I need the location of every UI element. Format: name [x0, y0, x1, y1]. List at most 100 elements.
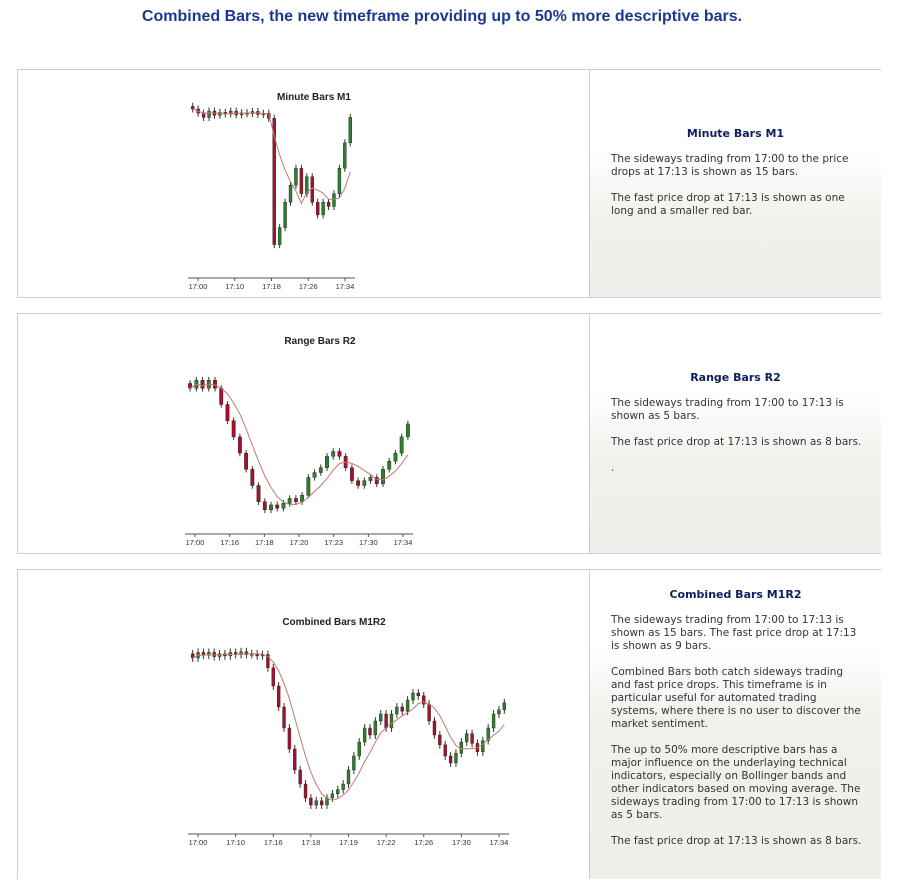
x-tick-label: 17:30 — [452, 838, 471, 847]
candle-body — [343, 142, 347, 169]
candle-body — [387, 460, 392, 470]
candle-body — [395, 706, 399, 715]
candle-body — [191, 653, 195, 659]
candle-body — [269, 504, 273, 511]
x-tick-label: 17:19 — [339, 838, 358, 847]
candle-body — [277, 227, 282, 245]
moving-average-line — [189, 383, 409, 505]
info-range-bars: Range Bars R2 The sideways trading from … — [589, 314, 881, 553]
panel-combined-bars: Combined Bars M1R2 17:00 17:10 17:16 17:18 17… — [17, 569, 881, 879]
candle-body — [448, 755, 453, 764]
candle-body — [288, 185, 293, 203]
x-tick-label: 17:22 — [377, 838, 396, 847]
candle-body — [348, 117, 352, 144]
x-tick-label: 17:18 — [262, 282, 281, 291]
candle-body — [389, 713, 394, 729]
panel-range-bars: Range Bars R2 17:00 17:16 17:18 17:20 17:23 17… — [17, 313, 881, 554]
candle-body — [349, 467, 354, 481]
candle-body — [213, 379, 217, 389]
candle-body — [326, 201, 331, 207]
candle-body — [330, 793, 335, 799]
candle-body — [416, 692, 421, 696]
chart-title: Minute Bars M1 — [277, 92, 351, 103]
info-body: The sideways trading from 17:00 to the p… — [611, 153, 866, 231]
candle-body — [305, 176, 309, 194]
candle-body — [331, 451, 336, 457]
candle-body — [282, 706, 286, 729]
info-paragraph: The fast price drop at 17:13 is shown as… — [611, 436, 862, 448]
info-paragraph: The sideways trading from 17:00 to 17:13… — [611, 614, 857, 652]
candle-body — [266, 654, 270, 669]
candle-body — [368, 477, 373, 481]
candle-body — [315, 201, 320, 216]
info-paragraph: The sideways trading from 17:00 to 17:13… — [611, 397, 844, 422]
chart-combined-bars: Combined Bars M1R2 17:00 17:10 17:16 17:18 17… — [18, 570, 589, 879]
candle-body — [481, 740, 485, 753]
candle-body — [400, 706, 404, 712]
candle-body — [287, 498, 292, 504]
info-body: The sideways trading from 17:00 to 17:13… — [611, 397, 866, 488]
candle-body — [200, 379, 205, 389]
info-paragraph: The up to 50% more descriptive bars has … — [611, 744, 861, 821]
candle-body — [405, 699, 410, 712]
candle-body — [309, 797, 313, 806]
chart-title: Range Bars R2 — [284, 336, 356, 347]
candle-body — [312, 472, 317, 478]
candle-body — [271, 667, 275, 687]
candle-body — [427, 703, 431, 722]
candle-body — [332, 193, 336, 207]
x-tick-label: 17:16 — [264, 838, 283, 847]
candle-body — [352, 755, 356, 771]
candle-body — [294, 168, 298, 186]
candle-body — [337, 451, 342, 457]
candle-body — [319, 800, 324, 806]
candle-body — [325, 456, 329, 468]
info-body: The sideways trading from 17:00 to 17:13… — [611, 614, 866, 861]
candle-body — [201, 112, 206, 118]
candle-body — [314, 800, 318, 806]
candle-body — [502, 702, 506, 711]
candle-body — [262, 501, 267, 510]
info-paragraph: . — [611, 462, 615, 474]
candle-body — [283, 201, 287, 228]
candle-body — [293, 498, 298, 502]
x-tick-label: 17:10 — [225, 282, 244, 291]
candle-body — [244, 651, 249, 655]
x-tick-label: 17:18 — [301, 838, 320, 847]
candle-body — [374, 477, 379, 485]
x-tick-label: 17:26 — [299, 282, 318, 291]
candle-body — [368, 727, 372, 736]
chart-range-bars-svg: Range Bars R2 17:00 17:16 17:18 17:20 17:23 17… — [185, 336, 413, 547]
candle-body — [281, 503, 286, 509]
candle-body — [298, 769, 302, 785]
candle-body — [405, 423, 410, 438]
info-title: Minute Bars M1 — [686, 127, 785, 140]
candle-body — [287, 727, 292, 750]
info-paragraph: The fast price drop at 17:13 is shown as… — [611, 192, 845, 217]
candle-body — [422, 695, 426, 705]
candle-body — [497, 709, 501, 715]
candle-body — [299, 168, 304, 194]
x-tick-label: 17:34 — [490, 838, 509, 847]
x-tick-label: 17:30 — [359, 538, 378, 547]
x-tick-label: 17:20 — [290, 538, 309, 547]
candle-body — [225, 404, 230, 421]
candle-body — [244, 452, 249, 470]
x-tick-label: 17:16 — [220, 538, 239, 547]
candle-body — [486, 727, 490, 741]
candle-body — [341, 783, 345, 790]
x-tick-label: 17:23 — [324, 538, 343, 547]
x-tick-label: 17:34 — [394, 538, 413, 547]
candle-body — [272, 118, 276, 245]
info-combined-bars: Combined Bars M1R2 The sideways trading … — [589, 570, 881, 879]
moving-average-line — [192, 108, 351, 205]
candle-body — [276, 685, 281, 708]
candle-body — [357, 741, 361, 757]
info-paragraph: The fast price drop at 17:13 is shown as… — [611, 835, 862, 847]
candle-body — [373, 720, 378, 736]
info-title: Combined Bars M1R2 — [669, 588, 802, 601]
candle-body — [379, 713, 383, 722]
chart-minute-bars: Minute Bars M1 17:00 17:10 17:18 17:26 17:34 — [18, 70, 589, 297]
chart-range-bars: Range Bars R2 17:00 17:16 17:18 17:20 17:23 17… — [18, 314, 589, 553]
candle-body — [393, 452, 398, 462]
